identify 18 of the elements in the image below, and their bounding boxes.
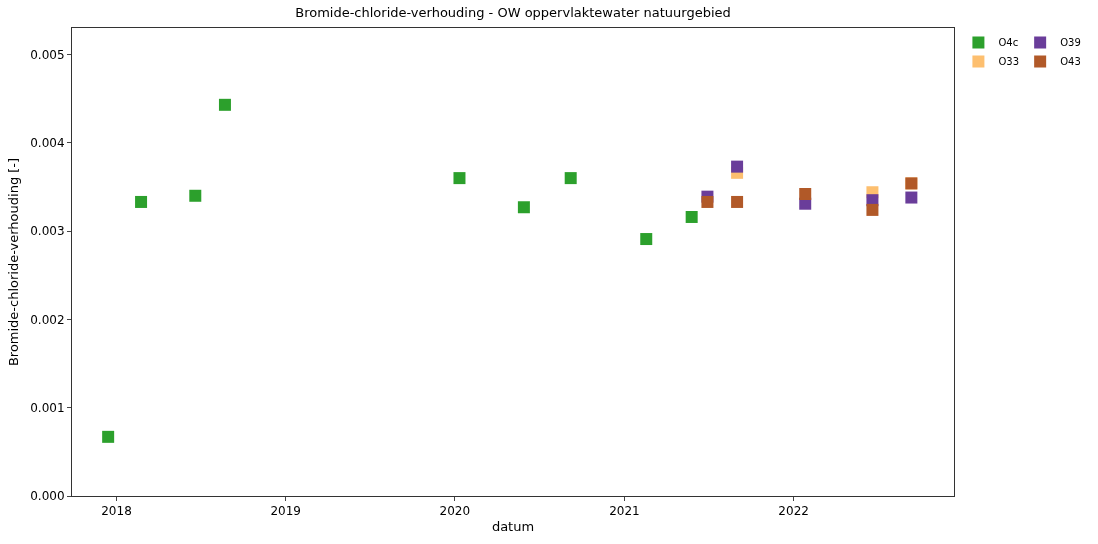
x-axis-title: datum: [491, 519, 535, 534]
legend-label: O33: [998, 56, 1020, 68]
x-tick-label: 2022: [778, 504, 809, 519]
x-tick-label: 2018: [101, 504, 132, 519]
y-tick-label: 0.005: [30, 47, 65, 62]
chart-title: Bromide-chloride-verhouding - OW oppervlaktewater natuurgebied: [295, 5, 731, 21]
legend-label: O4c: [998, 37, 1019, 49]
x-tick-label: 2019: [270, 504, 301, 519]
y-axis-title: Bromide-chloride-verhouding [-]: [6, 157, 22, 367]
y-tick-label: 0.003: [30, 224, 65, 239]
y-tick-label: 0.001: [30, 400, 65, 415]
x-tick-label: 2021: [609, 504, 640, 519]
legend-label: O43: [1060, 56, 1081, 68]
legend-label: O39: [1060, 37, 1081, 49]
y-tick-label: 0.000: [30, 489, 65, 504]
x-tick-label: 2020: [439, 504, 471, 519]
y-tick-label: 0.004: [30, 135, 65, 150]
y-tick-label: 0.002: [30, 312, 65, 327]
